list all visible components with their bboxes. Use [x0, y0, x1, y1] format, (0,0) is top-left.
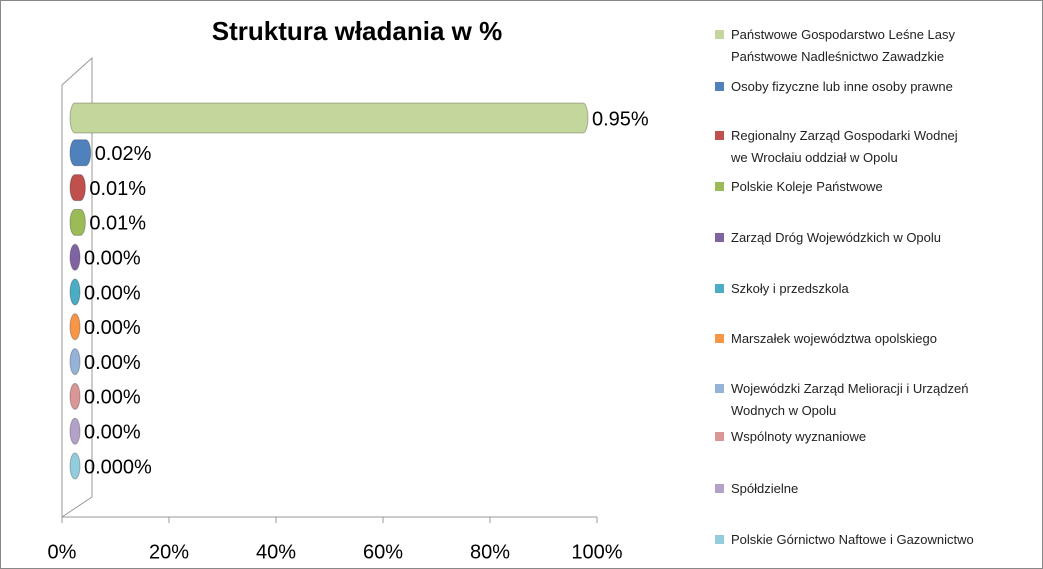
legend-swatch: [715, 233, 724, 242]
legend-item: Osoby fizyczne lub inne osoby prawne: [715, 76, 975, 98]
bar: [69, 417, 81, 445]
bar: [69, 139, 92, 167]
legend-swatch: [715, 484, 724, 493]
data-label: 0.95%: [592, 108, 649, 130]
bar: [69, 452, 81, 480]
legend-label: Regionalny Zarząd Gospodarki Wodnej we W…: [731, 128, 958, 165]
bar: [69, 348, 81, 376]
x-tick-label: 40%: [256, 541, 296, 563]
legend-item: Polskie Górnictwo Naftowe i Gazownictwo: [715, 529, 975, 551]
legend-item: Zarząd Dróg Wojewódzkich w Opolu: [715, 227, 975, 249]
legend-swatch: [715, 384, 724, 393]
legend-label: Państwowe Gospodarstwo Leśne Lasy Państw…: [731, 27, 956, 64]
bar: [69, 174, 86, 202]
legend-swatch: [715, 82, 724, 91]
legend-swatch: [715, 535, 724, 544]
x-tick-label: 60%: [363, 541, 403, 563]
legend-swatch: [715, 432, 724, 441]
legend-label: Spółdzielne: [731, 481, 799, 496]
data-label: 0.02%: [95, 143, 152, 165]
legend-item: Regionalny Zarząd Gospodarki Wodnej we W…: [715, 125, 975, 169]
chart-title: Struktura władania w %: [212, 16, 502, 46]
data-label: 0.000%: [84, 456, 152, 478]
legend-item: Polskie Koleje Państwowe: [715, 176, 975, 198]
data-label: 0.00%: [84, 421, 141, 443]
back-wall: [61, 56, 93, 518]
bar: [69, 278, 81, 306]
legend-label: Szkoły i przedszkola: [731, 281, 849, 296]
legend-label: Marszałek województwa opolskiego: [731, 331, 937, 346]
bar: [69, 382, 81, 410]
legend-swatch: [715, 131, 724, 140]
bar: [69, 313, 81, 341]
legend-label: Wojewódzki Zarząd Melioracji i Urządzeń …: [731, 381, 969, 418]
bar: [69, 208, 86, 236]
legend-item: Państwowe Gospodarstwo Leśne Lasy Państw…: [715, 24, 975, 68]
x-tick-label: 100%: [571, 541, 622, 563]
legend-swatch: [715, 182, 724, 191]
legend-swatch: [715, 334, 724, 343]
data-label: 0.00%: [84, 247, 141, 269]
legend-label: Polskie Górnictwo Naftowe i Gazownictwo: [731, 532, 974, 547]
legend-swatch: [715, 284, 724, 293]
data-label: 0.00%: [84, 352, 141, 374]
legend-label: Osoby fizyczne lub inne osoby prawne: [731, 79, 953, 94]
legend-item: Wojewódzki Zarząd Melioracji i Urządzeń …: [715, 378, 975, 422]
data-label: 0.00%: [84, 317, 141, 339]
legend-item: Marszałek województwa opolskiego: [715, 328, 975, 350]
legend-swatch: [715, 30, 724, 39]
x-tick-label: 20%: [149, 541, 189, 563]
data-label: 0.01%: [89, 178, 146, 200]
data-label: 0.00%: [84, 387, 141, 409]
legend-label: Polskie Koleje Państwowe: [731, 179, 883, 194]
x-tick-label: 0%: [48, 541, 77, 563]
legend-label: Wspólnoty wyznaniowe: [731, 429, 867, 444]
legend-item: Szkoły i przedszkola: [715, 278, 975, 300]
legend-item: Spółdzielne: [715, 478, 975, 500]
bar: [69, 243, 81, 271]
x-tick-label: 80%: [470, 541, 510, 563]
bar: [69, 102, 589, 134]
data-label: 0.01%: [89, 213, 146, 235]
legend-label: Zarząd Dróg Wojewódzkich w Opolu: [731, 230, 942, 245]
data-label: 0.00%: [84, 282, 141, 304]
legend-item: Wspólnoty wyznaniowe: [715, 426, 975, 448]
